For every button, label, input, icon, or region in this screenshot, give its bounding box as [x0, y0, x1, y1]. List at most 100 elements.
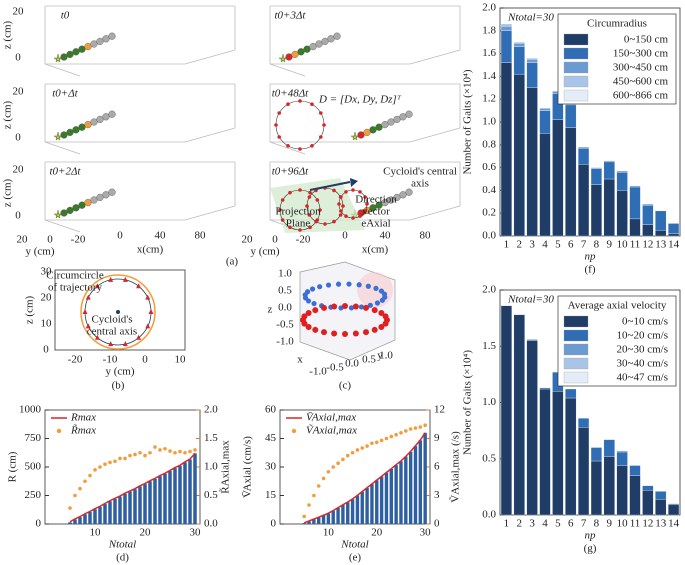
bar [394, 465, 398, 524]
trajectory-marker [94, 334, 100, 340]
trajectory-marker [85, 323, 91, 329]
bar-segment [642, 490, 654, 516]
series-point [418, 425, 423, 429]
x-axis-label: Ntotal [340, 539, 369, 551]
tick-label: -1.0 [276, 336, 294, 348]
trajectory-point [277, 111, 282, 115]
bar-segment [539, 387, 551, 390]
tick-label: 0 [47, 234, 53, 246]
bar-segment [616, 450, 628, 453]
x-tick-label: 12 [642, 239, 653, 251]
robot-segment [369, 204, 377, 212]
x-tick-label: 13 [655, 518, 667, 530]
time-label: t0+96Δt [272, 166, 309, 178]
legend-label: 20~30 cm/s [617, 344, 668, 356]
trajectory-point [312, 307, 319, 314]
trajectory-point [339, 195, 343, 199]
x-tick-label: 12 [642, 518, 653, 530]
bar-segment [539, 108, 551, 111]
bar-segment [668, 223, 680, 234]
frame-line [409, 127, 461, 143]
bar-segment [513, 43, 525, 47]
trajectory-point [310, 143, 314, 148]
trajectory-point [288, 225, 292, 230]
trajectory-point [351, 216, 355, 220]
trajectory-point [278, 208, 282, 212]
robot-segment [72, 126, 80, 134]
trajectory-point [358, 190, 362, 194]
trajectory-point [346, 281, 352, 287]
annotation: axis [411, 178, 429, 190]
robot-segment [399, 191, 407, 199]
tick-label: 0.5 [362, 354, 376, 366]
series-point [68, 506, 72, 510]
bar-segment [616, 172, 628, 191]
y-tick-label: 250 [25, 489, 42, 501]
robot-segment [102, 35, 110, 43]
bar-segment [578, 146, 590, 149]
trajectory-point [286, 143, 290, 148]
robot-segment [393, 193, 401, 202]
formula: D = [Dx, Dy, Dz]ᵀ [318, 94, 402, 106]
series-point [113, 459, 117, 464]
series-point [423, 423, 427, 428]
bar-segment [552, 391, 564, 516]
legend-label: 150~300 cm [613, 48, 669, 60]
bar [379, 476, 384, 524]
series-point [394, 432, 398, 437]
legend-swatch [563, 75, 589, 88]
bar-segment [565, 388, 577, 399]
bar [375, 480, 379, 524]
bar [173, 468, 177, 524]
bar-segment [642, 203, 654, 206]
annotation: Circumcircle [46, 270, 104, 282]
bar [128, 491, 132, 524]
tick-label: -0.5 [326, 362, 344, 374]
trajectory-point [338, 213, 343, 217]
bar-segment [500, 305, 512, 516]
bar-segment [513, 73, 525, 237]
robot-segment [321, 37, 329, 46]
legend-swatch [563, 47, 589, 60]
trajectory-point [378, 310, 385, 316]
series-point [336, 461, 340, 466]
bar-segment [565, 397, 577, 516]
trajectory-point [277, 135, 282, 139]
bar [168, 470, 172, 524]
bar [148, 481, 152, 524]
series-point [93, 468, 97, 472]
tick-label: 0 [15, 210, 21, 222]
series-point [389, 434, 394, 439]
frame-line [269, 141, 306, 155]
bar [123, 493, 127, 524]
series-point [193, 448, 197, 452]
robot-segment [90, 40, 98, 48]
bar-segment [655, 491, 667, 500]
trajectory-point [298, 228, 302, 232]
trajectory-point [308, 225, 312, 230]
trajectory-point [312, 326, 319, 333]
bar-segment [552, 119, 564, 237]
bar [413, 446, 418, 524]
bar-segment [526, 340, 538, 516]
trajectory-point [274, 123, 278, 127]
x-tick-label: 4 [542, 239, 548, 251]
trajectory-point [344, 190, 348, 194]
trajectory-marker [122, 276, 128, 282]
bar-segment [526, 62, 538, 88]
trajectory-point [365, 283, 371, 289]
bar [399, 461, 403, 524]
series-point [173, 450, 177, 455]
y-tick-label: 30 [265, 461, 277, 473]
trajectory-point [332, 219, 336, 224]
bar-segment [668, 504, 680, 516]
bar-segment [513, 42, 525, 44]
x-tick-label: 9 [607, 239, 613, 251]
trajectory-point [363, 209, 367, 213]
series-point [83, 479, 87, 484]
y2-tick-label: 9 [434, 432, 440, 444]
x-tick-label: 5 [555, 518, 561, 530]
x-axis-label: Ntotal [108, 539, 137, 551]
x-tick-label: 3 [529, 518, 535, 530]
x-axis-label: np [585, 251, 597, 263]
